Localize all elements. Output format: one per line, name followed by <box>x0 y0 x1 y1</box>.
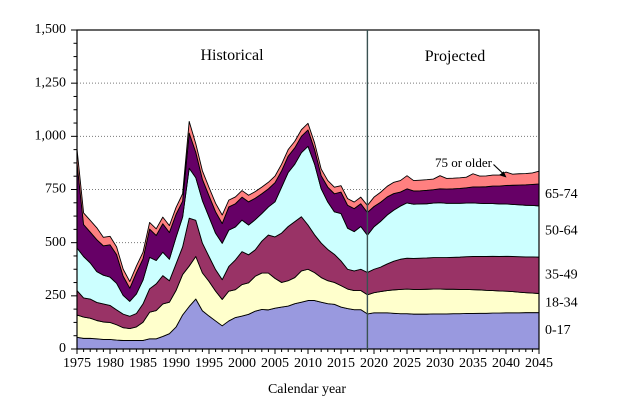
x-tick-label: 1985 <box>129 356 157 371</box>
annotation-arrow-line <box>493 164 504 174</box>
y-tick-label: 500 <box>45 235 66 250</box>
x-tick-label: 2010 <box>294 356 322 371</box>
y-tick-label: 1,500 <box>35 22 67 37</box>
series-annotation-75-or-older: 75 or older <box>434 155 492 170</box>
annotation-arrow-head <box>499 171 507 178</box>
x-tick-label: 1975 <box>63 356 91 371</box>
x-tick-label: 2040 <box>492 356 520 371</box>
x-tick-label: 2005 <box>261 356 289 371</box>
band-label-65-74: 65-74 <box>545 187 578 202</box>
band-label-18-34: 18-34 <box>545 295 578 310</box>
y-tick-label: 0 <box>59 341 66 356</box>
y-tick-label: 1,250 <box>35 75 67 90</box>
x-tick-label: 2015 <box>327 356 355 371</box>
x-tick-label: 1995 <box>195 356 223 371</box>
band-label-35-49: 35-49 <box>545 268 578 283</box>
projected-region-label: Projected <box>424 48 486 65</box>
y-tick-label: 250 <box>45 288 66 303</box>
y-tick-label: 750 <box>45 182 66 197</box>
x-tick-label: 1990 <box>162 356 190 371</box>
x-tick-label: 2035 <box>459 356 487 371</box>
x-tick-label: 2020 <box>360 356 388 371</box>
x-axis-title: Calendar year <box>267 382 347 397</box>
x-tick-label: 1980 <box>96 356 124 371</box>
x-tick-label: 2025 <box>393 356 421 371</box>
y-tick-label: 1,000 <box>35 129 67 144</box>
x-tick-label: 2000 <box>228 356 256 371</box>
historical-region-label: Historical <box>200 47 264 64</box>
x-tick-label: 2045 <box>525 356 553 371</box>
band-label-50-64: 50-64 <box>545 224 578 239</box>
band-label-0-17: 0-17 <box>545 323 571 338</box>
x-tick-label: 2030 <box>426 356 454 371</box>
